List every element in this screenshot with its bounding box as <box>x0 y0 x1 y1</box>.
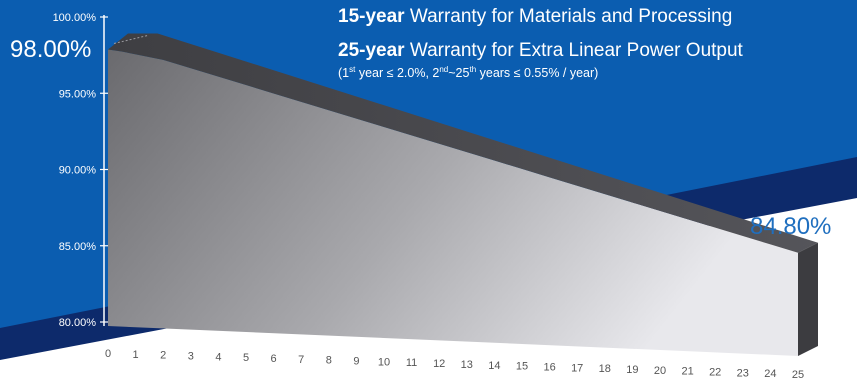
note-part1: (1 <box>338 66 350 80</box>
x-tick-label: 6 <box>271 353 277 365</box>
heading-degradation-note: (1st year ≤ 2.0%, 2nd~25th years ≤ 0.55%… <box>338 64 599 80</box>
note-part3: ~25 <box>448 66 470 80</box>
x-tick-label: 10 <box>378 356 390 368</box>
note-part4: years ≤ 0.55% / year) <box>476 66 599 80</box>
note-part2: year ≤ 2.0%, 2 <box>355 66 440 80</box>
x-tick-label: 17 <box>571 362 583 374</box>
y-tick-label: 80.00% <box>59 317 97 329</box>
x-tick-label: 15 <box>516 361 528 373</box>
x-tick-label: 11 <box>406 357 417 369</box>
x-tick-label: 18 <box>599 363 611 375</box>
x-tick-label: 4 <box>215 351 221 363</box>
x-tick-label: 13 <box>461 359 473 371</box>
chart-bar <box>108 33 818 356</box>
x-tick-label: 25 <box>792 369 804 381</box>
heading-materials-warranty: 15-year Warranty for Materials and Proce… <box>338 6 732 28</box>
y-tick-label: 90.00% <box>59 165 97 177</box>
x-tick-label: 22 <box>709 366 721 378</box>
x-tick-label: 8 <box>326 355 332 367</box>
bar-top-face <box>108 33 818 253</box>
y-tick-label: 100.00% <box>53 12 97 24</box>
x-tick-label: 12 <box>433 358 445 370</box>
y-tick-label: 95.00% <box>59 88 97 100</box>
x-tick-label: 0 <box>105 348 111 360</box>
x-tick-label: 7 <box>298 354 304 366</box>
x-tick-label: 23 <box>737 367 749 379</box>
x-tick-label: 14 <box>488 360 500 372</box>
end-value-callout: 84.80% <box>750 213 832 240</box>
heading-line2-rest: Warranty for Extra Linear Power Output <box>409 40 743 61</box>
heading-line1-bold: 15-year <box>338 6 405 27</box>
start-value-callout: 98.00% <box>10 36 92 63</box>
x-tick-label: 9 <box>353 356 359 368</box>
x-tick-label: 3 <box>188 351 194 363</box>
x-tick-label: 21 <box>681 366 693 378</box>
bar-side-face <box>798 242 818 356</box>
x-tick-label: 1 <box>133 349 139 361</box>
bar-front-face <box>108 49 798 356</box>
chart-axes: 100.00%95.00%90.00%85.00%80.00%0 1 2 3 4 5 6 7 8… <box>53 12 805 381</box>
heading-line1-rest: Warranty for Materials and Processing <box>409 6 733 27</box>
bar-year1-edge <box>113 35 148 44</box>
x-tick-label: 20 <box>654 365 666 377</box>
x-tick-label: 2 <box>160 350 166 362</box>
x-tick-label: 24 <box>764 368 776 380</box>
y-tick-label: 85.00% <box>59 241 97 253</box>
x-tick-label: 16 <box>543 361 555 373</box>
note-sup1: st <box>349 64 356 74</box>
note-sup2: nd <box>439 64 449 74</box>
note-sup3: th <box>469 64 477 74</box>
x-tick-label: 19 <box>626 364 638 376</box>
heading-line2-bold: 25-year <box>338 40 405 61</box>
x-tick-label: 5 <box>243 352 249 364</box>
heading-power-warranty: 25-year Warranty for Extra Linear Power … <box>338 40 743 62</box>
